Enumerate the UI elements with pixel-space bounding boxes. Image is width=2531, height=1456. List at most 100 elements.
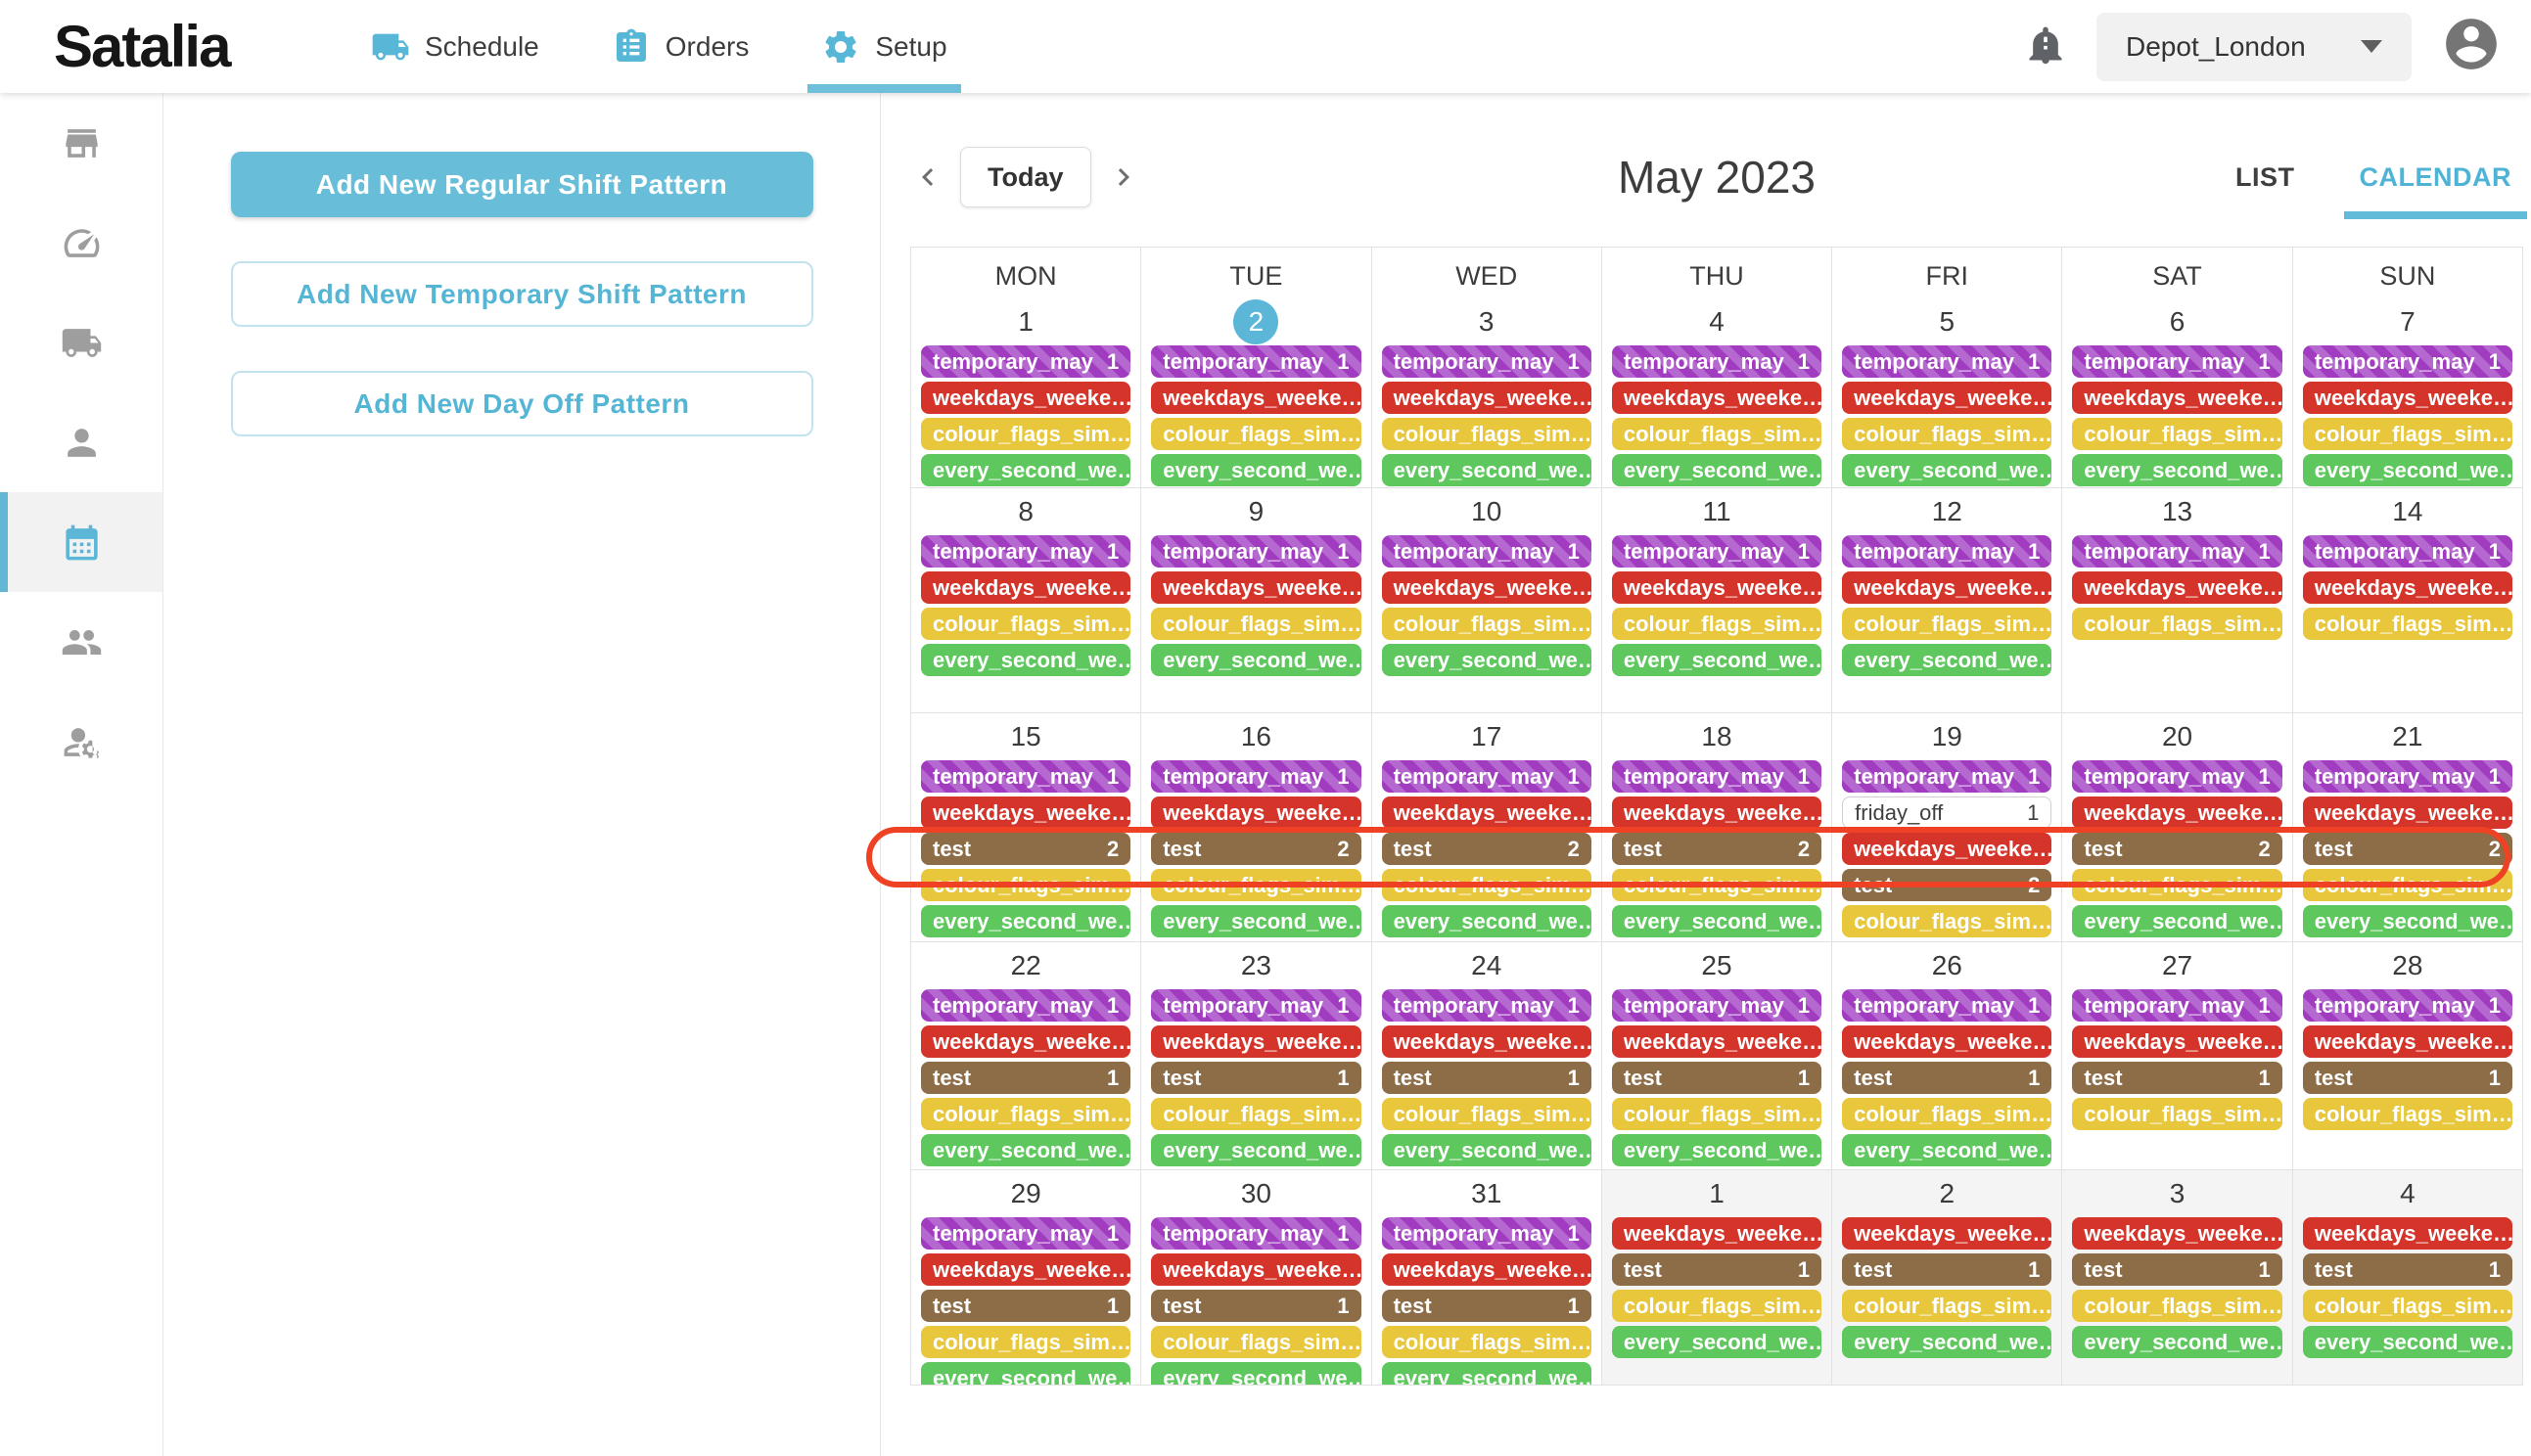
calendar-event-brown[interactable]: test 1 (1151, 1062, 1361, 1094)
sidebar-item-vehicles[interactable] (0, 293, 162, 392)
calendar-event-purple[interactable]: temporary_may 1 (1381, 760, 1591, 793)
calendar-event-yellow[interactable]: colour_flags_sim…4 (1381, 1098, 1591, 1130)
calendar-event-yellow[interactable]: colour_flags_sim…4 (2072, 418, 2282, 450)
calendar-event-green[interactable]: every_second_we…1 (1151, 905, 1361, 937)
chevron-right-icon[interactable] (1106, 159, 1141, 195)
calendar-event-brown[interactable]: test 1 (1842, 1062, 2052, 1094)
calendar-event-purple[interactable]: temporary_may 1 (1842, 760, 2052, 793)
calendar-event-green[interactable]: every_second_we…1 (1842, 454, 2052, 486)
calendar-event-brown[interactable]: test 1 (2302, 1253, 2512, 1286)
calendar-event-red[interactable]: weekdays_weeke…3 (2072, 571, 2282, 604)
calendar-event-green[interactable]: every_second_we…1 (1381, 905, 1591, 937)
calendar-event-green[interactable]: every_second_we…1 (2302, 454, 2512, 486)
calendar-event-purple[interactable]: temporary_may 1 (2072, 989, 2282, 1022)
calendar-event-purple[interactable]: temporary_may 1 (1611, 760, 1822, 793)
calendar-event-yellow[interactable]: colour_flags_sim…3 (921, 418, 1131, 450)
calendar-event-yellow[interactable]: colour_flags_sim…4 (2302, 418, 2512, 450)
calendar-event-red[interactable]: weekdays_weeke…3 (1611, 571, 1822, 604)
calendar-event-purple[interactable]: temporary_may 1 (1151, 345, 1361, 378)
chevron-left-icon[interactable] (910, 159, 945, 195)
calendar-event-green[interactable]: every_second_we…1 (1381, 1362, 1591, 1385)
calendar-event-red[interactable]: weekdays_weeke…3 (921, 382, 1131, 414)
tab-list-view[interactable]: LIST (2235, 161, 2295, 192)
sidebar-item-teams[interactable] (0, 592, 162, 692)
calendar-event-purple[interactable]: temporary_may 1 (2072, 345, 2282, 378)
calendar-event-red[interactable]: weekdays_weeke…3 (2302, 1025, 2512, 1058)
calendar-event-red[interactable]: weekdays_weeke…3 (2072, 1025, 2282, 1058)
calendar-event-yellow[interactable]: colour_flags_sim…4 (1842, 418, 2052, 450)
sidebar-item-drivers[interactable] (0, 392, 162, 492)
calendar-event-purple[interactable]: temporary_may 1 (1381, 1217, 1591, 1250)
calendar-event-yellow[interactable]: colour_flags_sim…4 (921, 869, 1131, 901)
calendar-event-yellow[interactable]: colour_flags_sim…4 (1842, 905, 2052, 937)
calendar-event-green[interactable]: every_second_we…1 (2072, 905, 2282, 937)
calendar-event-red[interactable]: weekdays_weeke…3 (921, 796, 1131, 829)
calendar-event-yellow[interactable]: colour_flags_sim…4 (1611, 418, 1822, 450)
calendar-event-green[interactable]: every_second_we…1 (1151, 1134, 1361, 1166)
calendar-event-red[interactable]: weekdays_weeke…4 (2302, 1217, 2512, 1250)
calendar-event-red[interactable]: weekdays_weeke…3 (1151, 382, 1361, 414)
calendar-event-purple[interactable]: temporary_may 1 (1842, 345, 2052, 378)
calendar-event-red[interactable]: weekdays_weeke…3 (1611, 796, 1822, 829)
calendar-event-red[interactable]: weekdays_weeke…3 (1381, 1253, 1591, 1286)
calendar-event-red[interactable]: weekdays_weeke…3 (2302, 571, 2512, 604)
calendar-event-yellow[interactable]: colour_flags_sim…4 (2302, 608, 2512, 640)
calendar-event-red[interactable]: weekdays_weeke…2 (1842, 833, 2052, 865)
calendar-event-yellow[interactable]: colour_flags_sim…4 (1151, 1326, 1361, 1358)
calendar-event-purple[interactable]: temporary_may 1 (1151, 760, 1361, 793)
calendar-event-green[interactable]: every_second_we…1 (1842, 1134, 2052, 1166)
calendar-event-yellow[interactable]: colour_flags_sim…4 (2072, 869, 2282, 901)
calendar-event-red[interactable]: weekdays_weeke…3 (1842, 1025, 2052, 1058)
calendar-event-purple[interactable]: temporary_may 1 (1381, 989, 1591, 1022)
calendar-event-purple[interactable]: temporary_may 1 (1842, 989, 2052, 1022)
calendar-event-purple[interactable]: temporary_may 1 (1611, 535, 1822, 568)
calendar-event-red[interactable]: weekdays_weeke…3 (1381, 1025, 1591, 1058)
calendar-event-red[interactable]: weekdays_weeke…3 (921, 1025, 1131, 1058)
calendar-event-purple[interactable]: temporary_may 1 (1611, 345, 1822, 378)
calendar-event-green[interactable]: every_second_we…1 (1842, 1326, 2052, 1358)
notification-bell-icon[interactable] (2024, 23, 2067, 70)
calendar-event-green[interactable]: every_second_we…1 (1611, 644, 1822, 676)
calendar-event-purple[interactable]: temporary_may 1 (921, 989, 1131, 1022)
sidebar-item-shift-patterns[interactable] (0, 492, 162, 592)
calendar-event-purple[interactable]: temporary_may 1 (1381, 345, 1591, 378)
calendar-event-green[interactable]: every_second_we…1 (921, 644, 1131, 676)
calendar-event-yellow[interactable]: colour_flags_sim…4 (1151, 1098, 1361, 1130)
calendar-event-red[interactable]: weekdays_weeke…3 (1611, 1025, 1822, 1058)
calendar-event-green[interactable]: every_second_we…1 (1611, 905, 1822, 937)
sidebar-item-depot[interactable] (0, 93, 162, 193)
calendar-event-red[interactable]: weekdays_weeke…3 (1381, 571, 1591, 604)
calendar-event-red[interactable]: weekdays_weeke…3 (1151, 1025, 1361, 1058)
calendar-event-red[interactable]: weekdays_weeke…4 (1842, 1217, 2052, 1250)
calendar-event-red[interactable]: weekdays_weeke…3 (2302, 796, 2512, 829)
calendar-event-red[interactable]: weekdays_weeke…3 (921, 571, 1131, 604)
calendar-event-yellow[interactable]: colour_flags_sim…3 (1842, 1290, 2052, 1322)
calendar-event-purple[interactable]: temporary_may 1 (921, 1217, 1131, 1250)
calendar-event-purple[interactable]: temporary_may 1 (1151, 1217, 1361, 1250)
calendar-event-red[interactable]: weekdays_weeke…3 (1842, 571, 2052, 604)
calendar-event-yellow[interactable]: colour_flags_sim…4 (921, 608, 1131, 640)
calendar-event-white[interactable]: friday_off 1 (1842, 796, 2052, 829)
calendar-event-purple[interactable]: temporary_may 1 (1381, 535, 1591, 568)
calendar-event-yellow[interactable]: colour_flags_sim…4 (921, 1098, 1131, 1130)
calendar-event-purple[interactable]: temporary_may 1 (921, 535, 1131, 568)
calendar-event-green[interactable]: every_second_we…1 (921, 1362, 1131, 1385)
calendar-event-brown[interactable]: test 2 (2072, 833, 2282, 865)
calendar-event-brown[interactable]: test 2 (1151, 833, 1361, 865)
calendar-event-red[interactable]: weekdays_weeke…3 (1151, 796, 1361, 829)
calendar-event-green[interactable]: every_second_we…1 (1151, 644, 1361, 676)
calendar-event-brown[interactable]: test 1 (1842, 1253, 2052, 1286)
calendar-event-green[interactable]: every_second_we…1 (1151, 1362, 1361, 1385)
calendar-event-red[interactable]: weekdays_weeke…3 (1151, 571, 1361, 604)
calendar-event-green[interactable]: every_second_we…1 (2072, 1326, 2282, 1358)
calendar-event-red[interactable]: weekdays_weeke…4 (2072, 1217, 2282, 1250)
calendar-event-brown[interactable]: test 1 (1381, 1290, 1591, 1322)
calendar-event-yellow[interactable]: colour_flags_sim…4 (1381, 869, 1591, 901)
calendar-event-red[interactable]: weekdays_weeke…4 (1611, 1217, 1822, 1250)
sidebar-item-dashboard[interactable] (0, 193, 162, 293)
calendar-event-brown[interactable]: test 2 (1842, 869, 2052, 901)
calendar-event-purple[interactable]: temporary_may 1 (1151, 989, 1361, 1022)
nav-item-setup[interactable]: Setup (807, 0, 961, 93)
calendar-event-brown[interactable]: test 1 (921, 1290, 1131, 1322)
calendar-event-yellow[interactable]: colour_flags_sim…4 (2072, 1098, 2282, 1130)
